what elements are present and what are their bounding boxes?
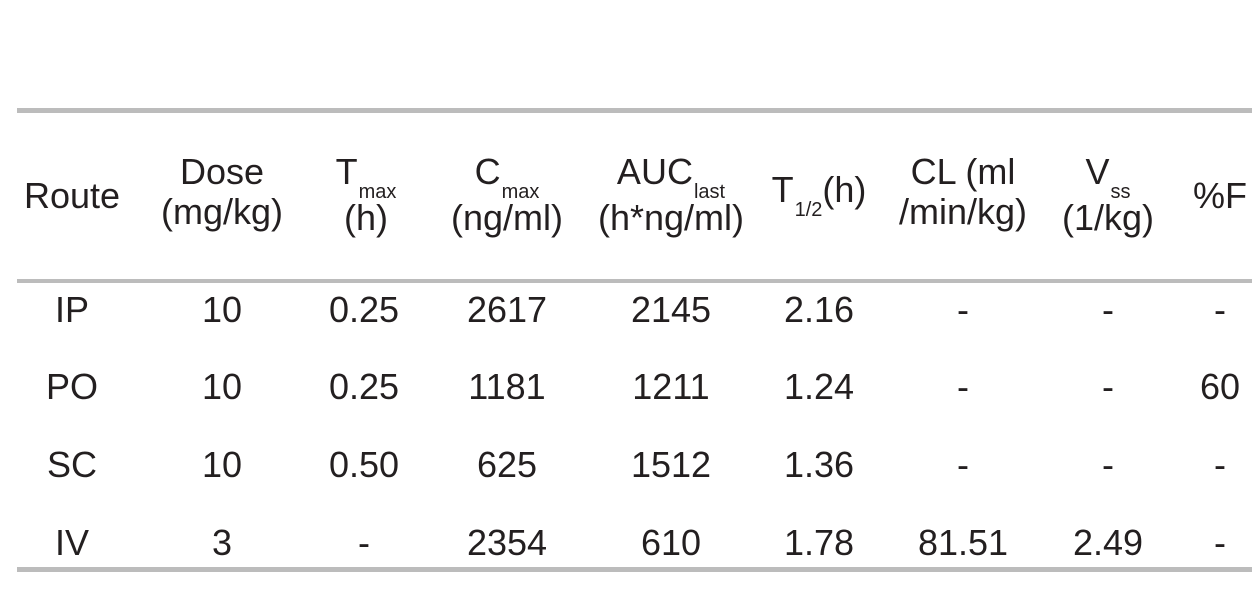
cell-dose: 10 xyxy=(201,366,243,407)
cell-cmax: 625 xyxy=(476,444,538,485)
cell-tmax: 0.50 xyxy=(328,444,400,485)
cell-f: - xyxy=(1214,289,1226,330)
cell-cl: - xyxy=(957,444,969,485)
header-cl: CL (ml /min/kg) xyxy=(898,151,1028,232)
table-bottom-rule xyxy=(17,567,1252,572)
cell-route: SC xyxy=(46,444,98,485)
cell-dose: 10 xyxy=(201,289,243,330)
cell-cmax: 2617 xyxy=(466,289,548,330)
header-auc: AUClast (h*ng/ml) xyxy=(597,151,745,238)
cell-tmax: 0.25 xyxy=(328,366,400,407)
cell-vss: - xyxy=(1102,444,1114,485)
cell-cmax: 1181 xyxy=(468,366,546,407)
cell-f: - xyxy=(1214,444,1226,485)
cell-cmax: 2354 xyxy=(466,522,548,563)
cell-auc: 1512 xyxy=(630,444,712,485)
cell-thalf: 1.36 xyxy=(783,444,855,485)
cell-vss: - xyxy=(1102,289,1114,330)
cell-f: - xyxy=(1214,522,1226,563)
cell-thalf: 1.24 xyxy=(783,366,855,407)
cell-auc: 2145 xyxy=(630,289,712,330)
cell-thalf: 2.16 xyxy=(783,289,855,330)
cell-dose: 10 xyxy=(201,444,243,485)
header-tmax: Tmax (h) xyxy=(335,151,397,238)
cell-auc: 610 xyxy=(640,522,702,563)
table-header-rule xyxy=(17,279,1252,283)
cell-route: IV xyxy=(54,522,90,563)
cell-f: 60 xyxy=(1199,366,1241,407)
header-thalf: T1/2(h) xyxy=(771,169,867,222)
cell-dose: 3 xyxy=(211,522,233,563)
header-route: Route xyxy=(23,175,121,216)
cell-tmax: 0.25 xyxy=(328,289,400,330)
header-cmax: Cmax (ng/ml) xyxy=(450,151,564,238)
cell-auc: 1211 xyxy=(632,366,710,407)
cell-cl: - xyxy=(957,366,969,407)
cell-route: IP xyxy=(54,289,90,330)
cell-thalf: 1.78 xyxy=(783,522,855,563)
cell-vss: - xyxy=(1102,366,1114,407)
header-dose: Dose (mg/kg) xyxy=(160,151,284,232)
cell-vss: 2.49 xyxy=(1072,522,1144,563)
cell-cl: 81.51 xyxy=(917,522,1009,563)
header-vss: Vss (1/kg) xyxy=(1061,151,1155,238)
cell-route: PO xyxy=(45,366,99,407)
header-f: %F xyxy=(1193,175,1247,216)
cell-cl: - xyxy=(957,289,969,330)
cell-tmax: - xyxy=(358,522,370,563)
table-top-rule xyxy=(17,108,1252,113)
